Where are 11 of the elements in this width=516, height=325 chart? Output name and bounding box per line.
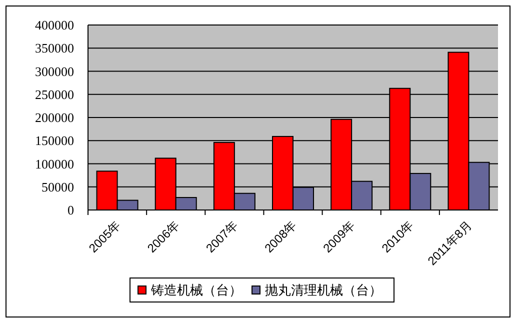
legend-label: 铸造机械（台） bbox=[150, 282, 242, 298]
y-tick-label: 200000 bbox=[35, 110, 74, 126]
y-tick-label: 250000 bbox=[35, 86, 74, 102]
y-tick-label: 350000 bbox=[35, 40, 74, 56]
y-tick-label: 300000 bbox=[35, 64, 74, 79]
y-tick-label: 150000 bbox=[35, 133, 74, 148]
y-tick-label: 0 bbox=[68, 202, 74, 218]
y-tick-label: 100000 bbox=[35, 156, 74, 172]
y-tick-label: 50000 bbox=[42, 179, 74, 194]
y-tick-label: 400000 bbox=[35, 18, 74, 33]
legend-label: 抛丸清理机械（台） bbox=[265, 282, 382, 298]
